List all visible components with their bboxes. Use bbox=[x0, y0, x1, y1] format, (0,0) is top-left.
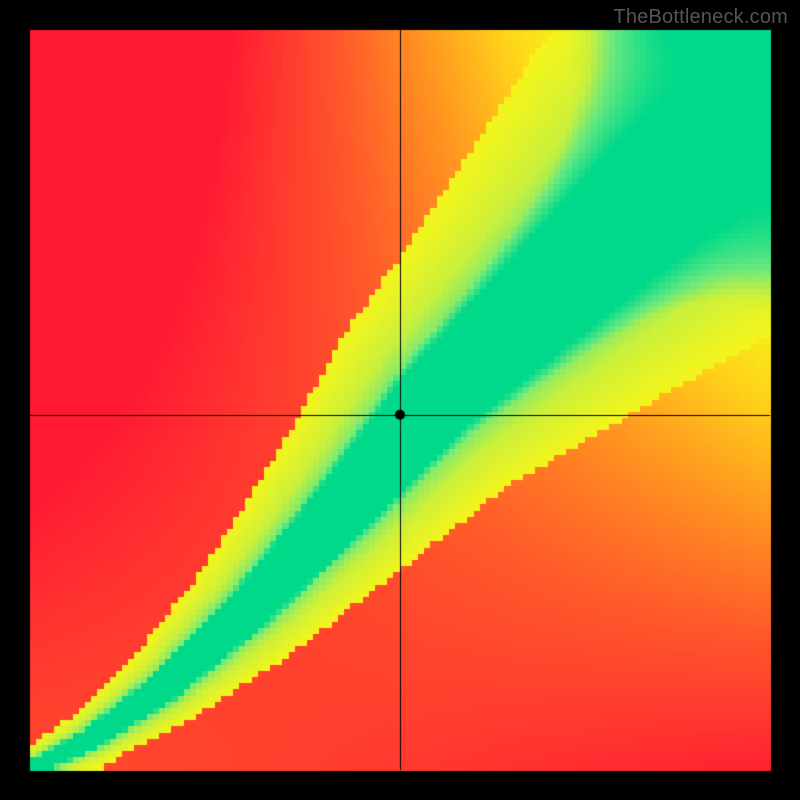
chart-container: TheBottleneck.com bbox=[0, 0, 800, 800]
watermark-label: TheBottleneck.com bbox=[613, 6, 788, 29]
bottleneck-heatmap-canvas bbox=[0, 0, 800, 800]
